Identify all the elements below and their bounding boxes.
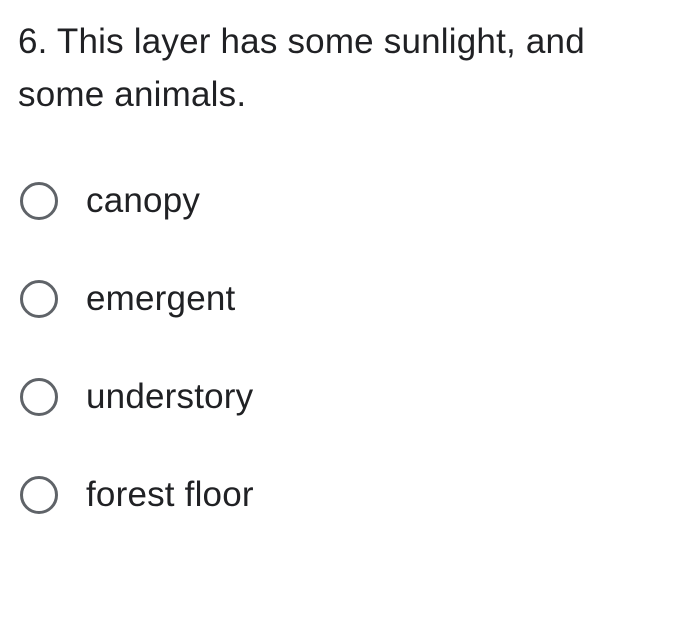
option-understory[interactable]: understory [20, 377, 655, 417]
radio-icon[interactable] [20, 378, 58, 416]
option-label: understory [86, 377, 253, 417]
option-forest-floor[interactable]: forest floor [20, 475, 655, 515]
radio-icon[interactable] [20, 182, 58, 220]
option-emergent[interactable]: emergent [20, 279, 655, 319]
option-label: forest floor [86, 475, 254, 515]
radio-icon[interactable] [20, 280, 58, 318]
radio-icon[interactable] [20, 476, 58, 514]
option-canopy[interactable]: canopy [20, 181, 655, 221]
option-label: emergent [86, 279, 235, 319]
options-list: canopy emergent understory forest floor [18, 181, 655, 515]
question-prompt: 6. This layer has some sunlight, and som… [18, 16, 655, 121]
option-label: canopy [86, 181, 200, 221]
